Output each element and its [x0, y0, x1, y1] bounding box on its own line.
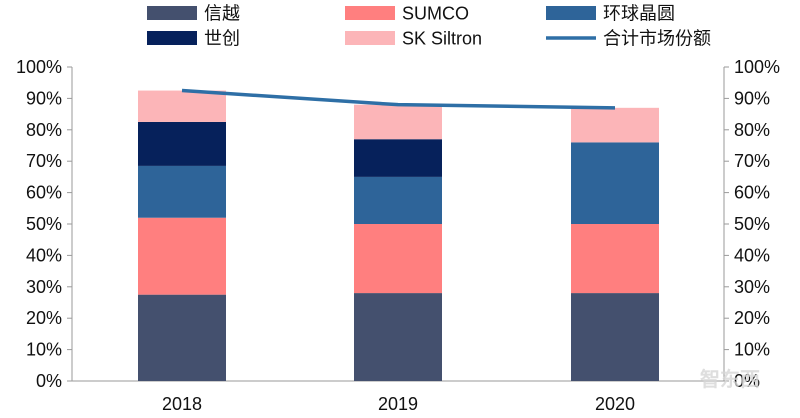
- y-tick-label-left: 40%: [26, 245, 62, 265]
- line-layer: [181, 88, 616, 110]
- bar-segment: [138, 165, 226, 218]
- bar-segment: [138, 121, 226, 166]
- y-tick-label-right: 30%: [734, 277, 770, 297]
- y-tick-label-left: 10%: [26, 340, 62, 360]
- y-tick-label-right: 50%: [734, 214, 770, 234]
- bar-segment: [138, 217, 226, 295]
- y-tick-label-left: 60%: [26, 183, 62, 203]
- bar-segment: [354, 176, 442, 224]
- bar-segment: [138, 90, 226, 122]
- legend-label: SUMCO: [402, 4, 469, 24]
- y-tick-label-right: 20%: [734, 308, 770, 328]
- legend-label: SK Siltron: [402, 29, 482, 49]
- axes: 0% 10% 20% 30% 40% 50% 60% 70% 80% 90% 100% 0% 10% 20…: [16, 57, 780, 414]
- y-tick-label-right: 0%: [734, 371, 760, 391]
- y-tick-label-right: 10%: [734, 340, 770, 360]
- legend-swatch: [147, 6, 197, 20]
- bar-segment: [354, 104, 442, 140]
- y-tick-label-right: 60%: [734, 183, 770, 203]
- legend-label: 合计市场份额: [603, 29, 711, 49]
- legend-swatch: [546, 6, 596, 20]
- y-tick-label-right: 100%: [734, 57, 780, 77]
- x-tick-label: 2020: [595, 394, 635, 414]
- bar-segment: [571, 107, 659, 143]
- legend-swatch: [345, 31, 395, 45]
- y-tick-label-right: 90%: [734, 88, 770, 108]
- y-tick-label-right: 40%: [734, 245, 770, 265]
- y-tick-label-left: 30%: [26, 277, 62, 297]
- watermark-text: 智东西: [700, 367, 760, 391]
- bar-segment: [354, 293, 442, 381]
- total-share-line: [181, 88, 616, 110]
- y-tick-label-right: 70%: [734, 151, 770, 171]
- y-tick-label-left: 20%: [26, 308, 62, 328]
- y-tick-label-left: 70%: [26, 151, 62, 171]
- y-tick-label-left: 100%: [16, 57, 62, 77]
- y-tick-label-left: 0%: [36, 371, 62, 391]
- x-tick-label: 2018: [162, 394, 202, 414]
- y-tick-label-left: 90%: [26, 88, 62, 108]
- y-tick-label-left: 80%: [26, 120, 62, 140]
- bar-segment: [571, 293, 659, 381]
- bars: [138, 90, 659, 381]
- y-tick-label-left: 50%: [26, 214, 62, 234]
- legend-label: 信越: [204, 4, 240, 24]
- legend-label: 环球晶圆: [603, 4, 675, 24]
- bar-segment: [571, 142, 659, 224]
- legend-swatch: [345, 6, 395, 20]
- bar-segment: [354, 224, 442, 294]
- x-tick-label: 2019: [378, 394, 418, 414]
- y-tick-label-right: 80%: [734, 120, 770, 140]
- bar-segment: [138, 294, 226, 381]
- legend-swatch: [147, 31, 197, 45]
- legend-label: 世创: [204, 29, 240, 49]
- bar-segment: [571, 224, 659, 294]
- bar-segment: [354, 139, 442, 177]
